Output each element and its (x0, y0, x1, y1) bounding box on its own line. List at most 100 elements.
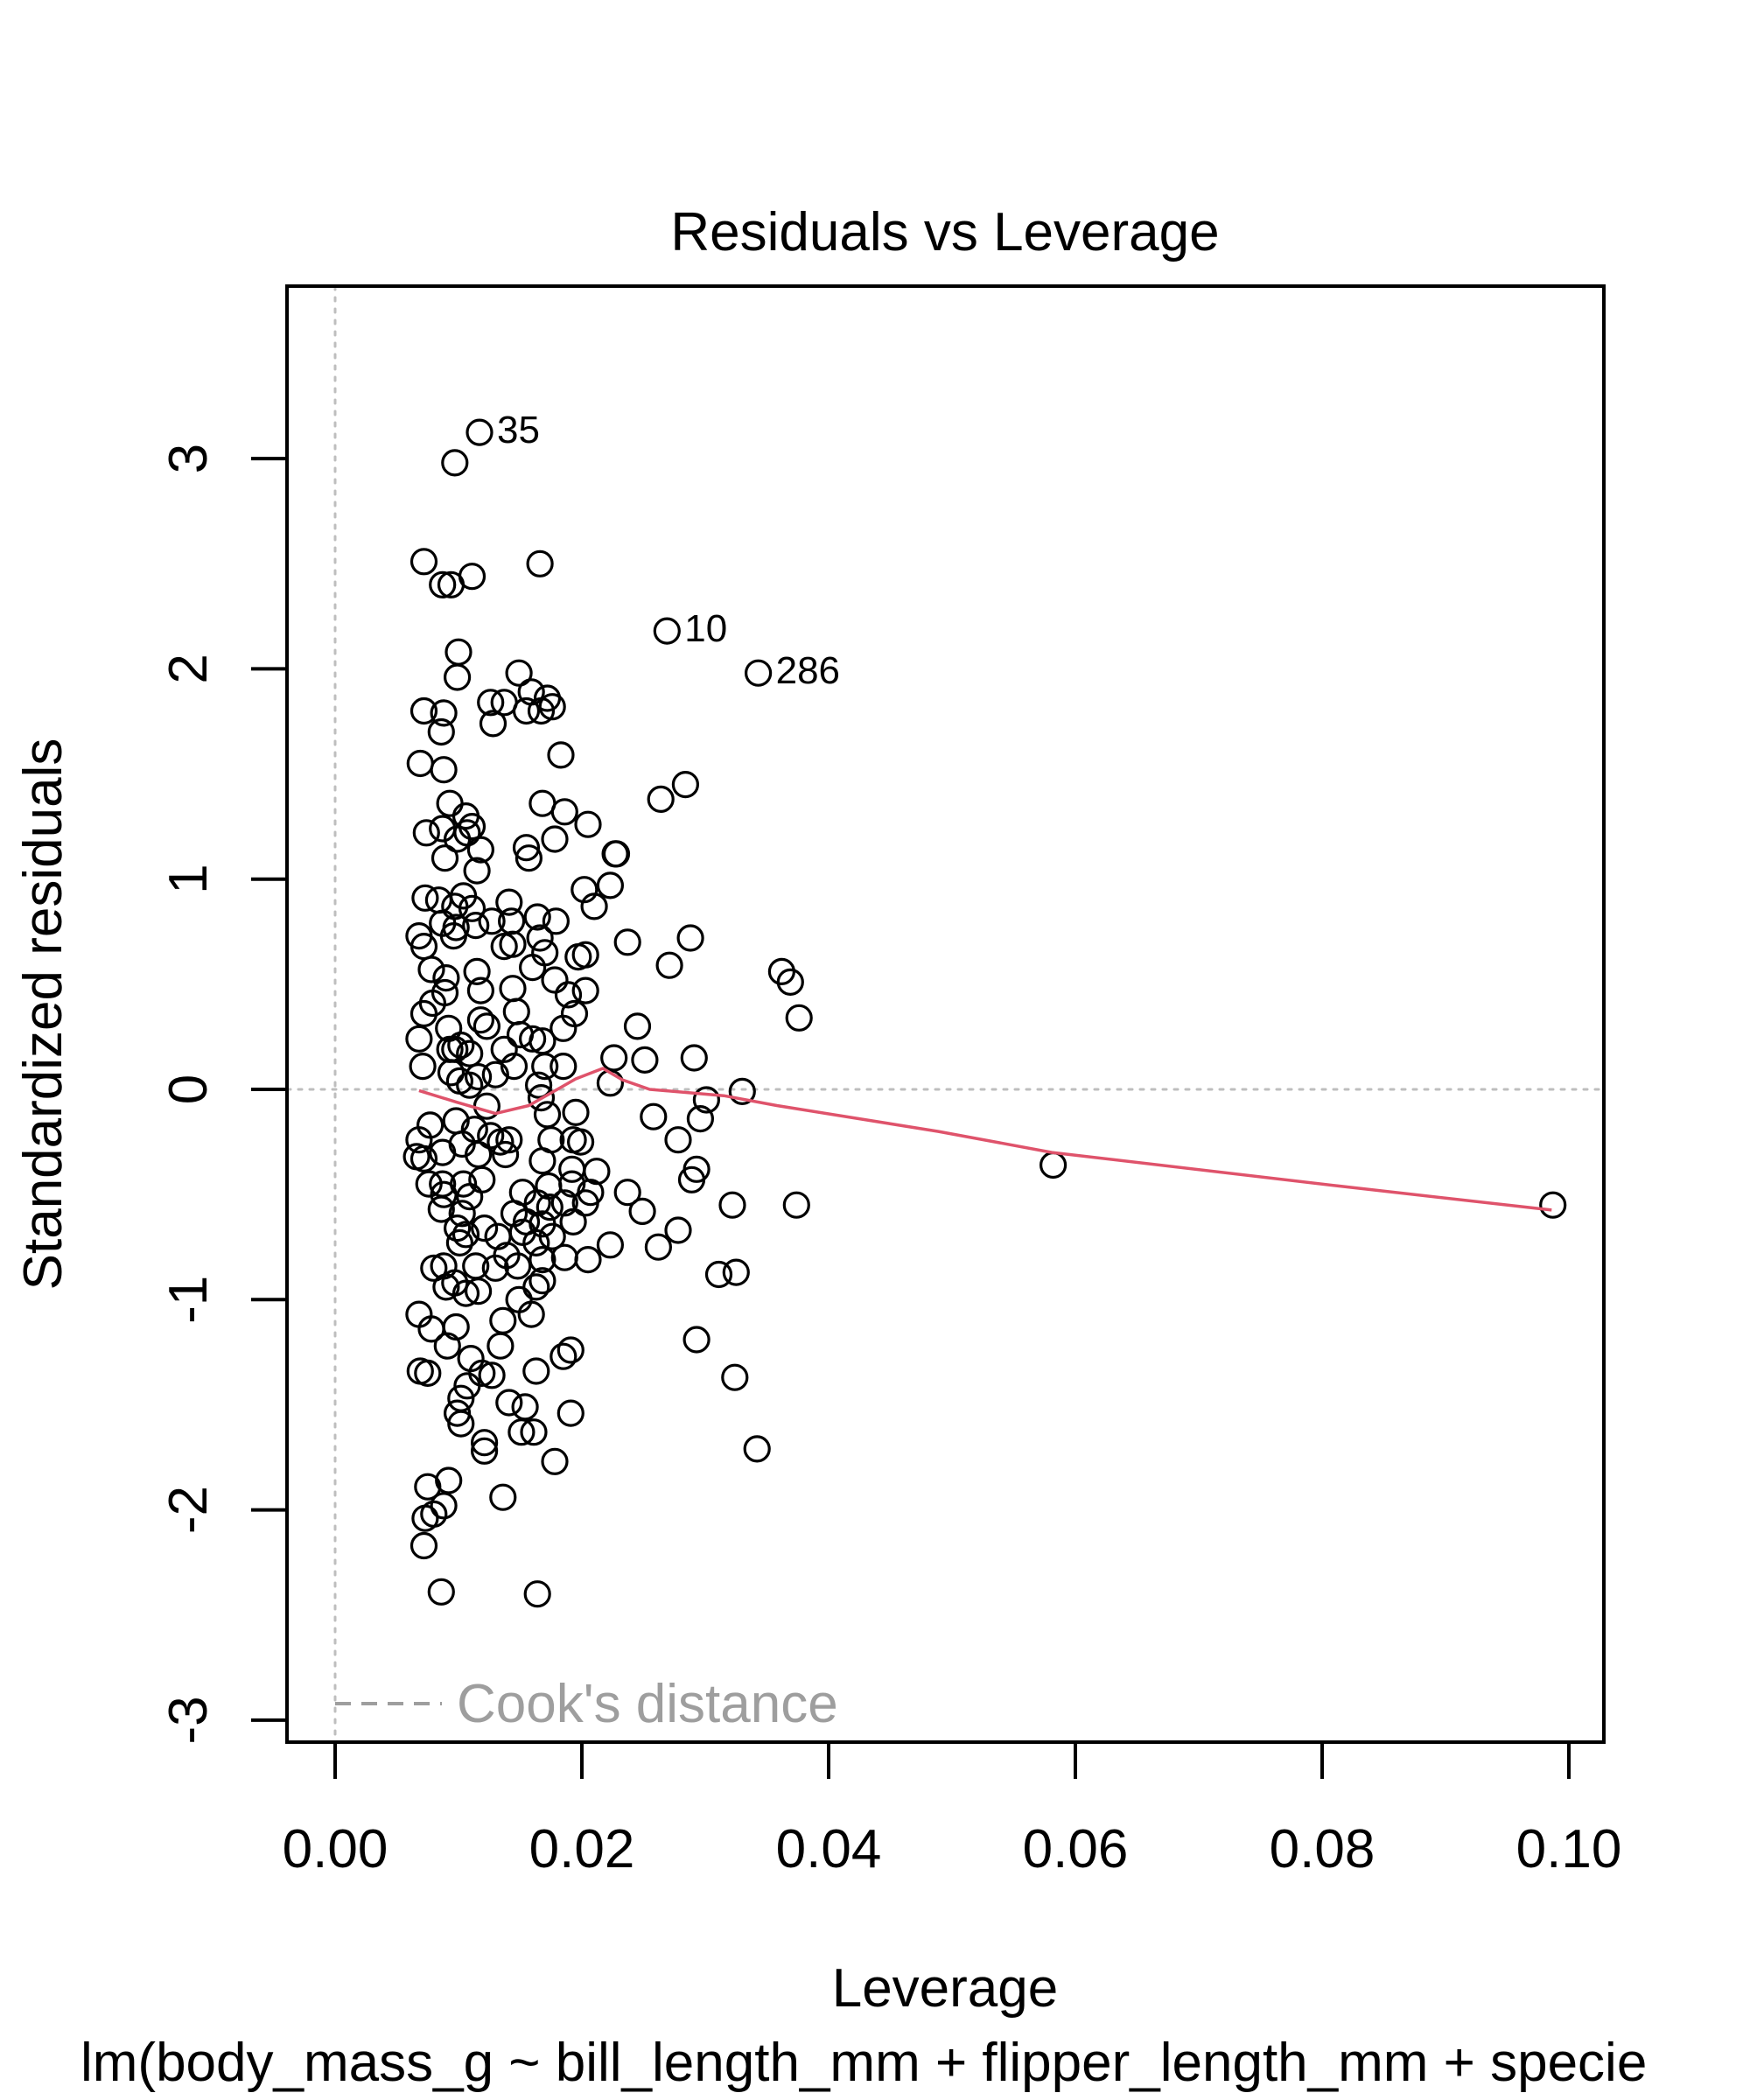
y-tick-label: 1 (158, 864, 219, 893)
data-point (550, 798, 578, 826)
data-point (550, 1189, 578, 1217)
data-point (430, 699, 458, 727)
y-axis: -3 -2 -1 0 1 2 3 (158, 444, 287, 1744)
data-point (505, 659, 533, 687)
data-point (512, 834, 541, 862)
data-point (478, 907, 506, 935)
data-point (680, 1044, 708, 1072)
data-point (722, 1258, 750, 1286)
x-tick-label: 0.06 (1023, 1819, 1129, 1880)
data-point (528, 1267, 556, 1295)
data-point (550, 1243, 578, 1271)
data-point (402, 1143, 430, 1171)
data-point (463, 857, 491, 885)
x-tick-label: 0.04 (776, 1819, 882, 1880)
data-point (782, 1191, 810, 1219)
data-point (456, 1071, 484, 1099)
data-point (558, 1170, 586, 1198)
data-point (517, 1300, 545, 1328)
data-point (466, 836, 495, 864)
data-point (486, 1332, 514, 1360)
data-point (477, 689, 505, 717)
data-point (550, 1342, 578, 1370)
data-point (406, 1357, 434, 1385)
data-point (677, 1166, 706, 1194)
data-points (402, 418, 1567, 1608)
data-point (528, 789, 556, 817)
data-point (531, 939, 559, 967)
y-tick-label: 0 (158, 1074, 219, 1104)
point-label: 35 (497, 409, 540, 452)
data-point (432, 963, 460, 992)
data-point (718, 1191, 746, 1219)
data-point (527, 696, 556, 725)
data-point (464, 1278, 493, 1306)
data-point (505, 1285, 533, 1313)
data-point (448, 1200, 476, 1228)
data-point (417, 956, 445, 984)
data-point (427, 718, 455, 746)
data-point (547, 741, 575, 769)
data-point (443, 1214, 472, 1242)
x-tick-label: 0.00 (283, 1819, 388, 1880)
data-point (405, 1025, 433, 1053)
data-point (538, 693, 566, 721)
data-point (441, 449, 469, 477)
data-point (464, 1062, 493, 1091)
data-point (508, 1418, 536, 1446)
data-point (499, 975, 527, 1003)
data-point (541, 825, 569, 853)
data-point (414, 1473, 442, 1501)
data-point (420, 1500, 448, 1529)
data-point (439, 921, 468, 950)
data-point (470, 1214, 499, 1242)
data-point (560, 999, 589, 1028)
data-point (447, 1410, 475, 1438)
data-point (432, 1273, 460, 1301)
data-point (491, 1140, 520, 1169)
data-point (556, 1336, 584, 1364)
data-point (452, 1279, 480, 1307)
data-point (721, 1363, 749, 1391)
data-point (453, 1372, 481, 1400)
data-point (410, 1531, 438, 1560)
data-point (479, 710, 508, 738)
data-point (427, 1195, 455, 1223)
data-point (596, 1231, 625, 1259)
data-point (596, 1069, 625, 1097)
data-point (520, 1418, 548, 1446)
data-point (466, 1006, 495, 1034)
y-tick-label: -3 (158, 1696, 219, 1744)
data-point (424, 886, 452, 914)
data-point (499, 930, 527, 958)
model-caption: lm(body_mass_g ~ bill_length_mm + flippe… (80, 2033, 1647, 2093)
point-label: 10 (684, 607, 727, 650)
data-point (410, 696, 438, 725)
data-point (470, 1429, 499, 1457)
reference-lines (285, 284, 1606, 1744)
data-point (524, 1071, 553, 1099)
data-point (728, 1077, 756, 1106)
data-point (429, 1138, 457, 1166)
data-point (453, 819, 481, 847)
data-point (430, 844, 459, 872)
data-point (445, 1228, 474, 1257)
data-point (647, 785, 675, 814)
data-point (556, 1399, 584, 1427)
data-point (406, 749, 434, 778)
labeled-data-point (653, 617, 681, 645)
data-point (640, 1102, 668, 1130)
y-axis-label: Standardized residuals (13, 738, 74, 1291)
data-point (470, 1437, 499, 1465)
data-point (704, 1260, 733, 1289)
data-point (452, 1221, 480, 1249)
smooth-line-group (418, 1067, 1552, 1212)
x-axis: 0.00 0.02 0.04 0.06 0.08 0.10 (283, 1740, 1621, 1880)
data-point (580, 892, 608, 920)
data-point (574, 1245, 602, 1274)
data-point (430, 1180, 458, 1208)
data-point (533, 1101, 562, 1129)
data-point (436, 789, 464, 817)
chart-title: Residuals vs Leverage (670, 202, 1219, 262)
data-point (613, 928, 641, 956)
